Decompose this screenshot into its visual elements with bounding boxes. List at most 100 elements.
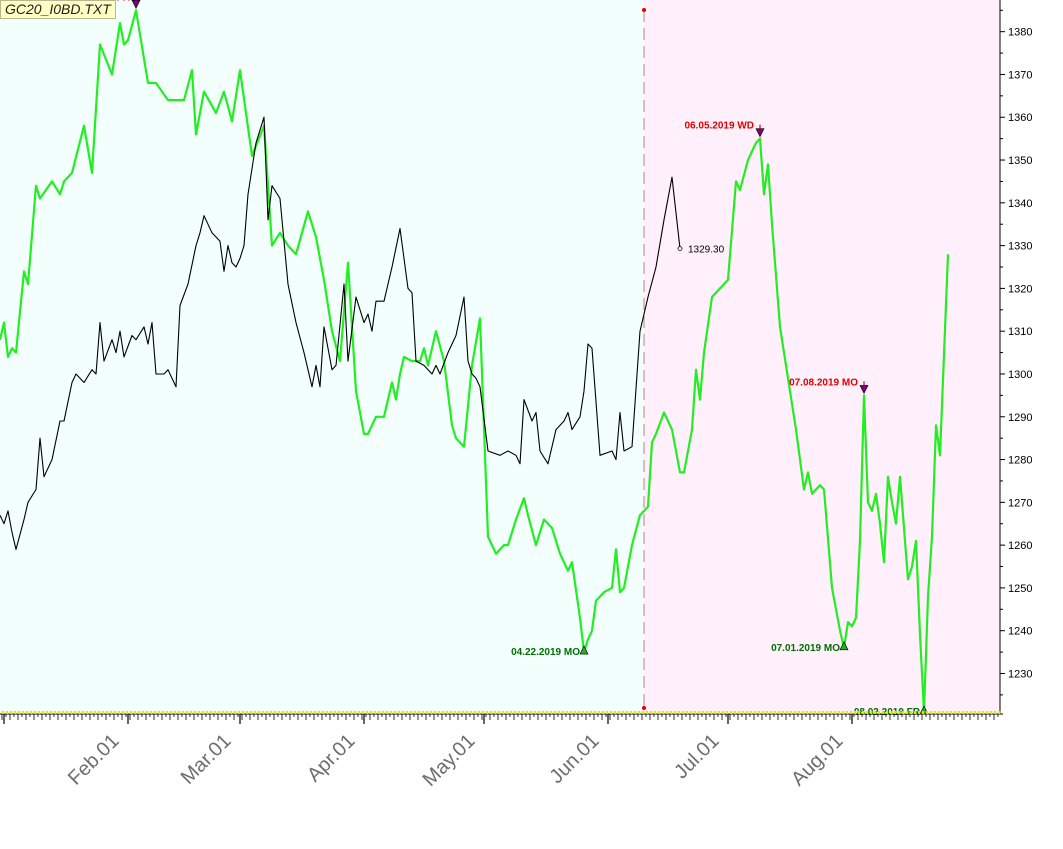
x-axis-band-tick [938,711,941,714]
x-axis-band-tick [242,711,245,714]
x-axis-band-tick [386,711,389,714]
peak-marker [131,0,141,9]
x-axis-band-tick [882,711,885,714]
x-axis-band-tick [858,711,861,714]
x-axis-band-tick [250,711,253,714]
x-axis-band-tick [798,711,801,714]
y-tick-label: 1320 [1008,283,1032,295]
x-axis-band-tick [818,711,821,714]
trough-marker [579,645,589,655]
x-axis-band-tick [446,711,449,714]
x-axis-band-tick [342,711,345,714]
x-axis-band-tick [370,711,373,714]
x-axis-band-tick [290,711,293,714]
x-axis-band-tick [498,711,501,714]
x-axis-band-tick [482,711,485,714]
x-axis-band-tick [806,711,809,714]
x-axis-band-tick [138,711,141,714]
x-axis-band-tick [534,711,537,714]
y-tick-label: 1270 [1008,497,1032,509]
x-axis-band-tick [310,711,313,714]
x-axis-band-tick [298,711,301,714]
x-axis-band-tick [618,711,621,714]
x-axis-band-tick [598,711,601,714]
x-axis-band-tick [246,711,249,714]
x-axis-band-tick [794,711,797,714]
x-axis-band-tick [318,711,321,714]
x-axis-band-tick [418,711,421,714]
x-axis-band-tick [638,711,641,714]
x-axis-band-tick [914,711,917,714]
x-axis-band-tick [530,711,533,714]
x-axis-band-tick [470,711,473,714]
x-axis-band-tick [330,711,333,714]
x-axis-band-tick [490,711,493,714]
x-axis-band-tick [394,711,397,714]
x-axis-band-tick [274,711,277,714]
x-axis-band-tick [814,711,817,714]
peak-marker [859,385,869,395]
x-axis-band-tick [62,711,65,714]
x-axis-band-tick [546,711,549,714]
x-axis-band-tick [438,711,441,714]
x-axis-band-tick [902,711,905,714]
x-axis-band-tick [42,711,45,714]
x-axis-band-tick [674,711,677,714]
x-axis-band-tick [594,711,597,714]
x-axis-band-tick [758,711,761,714]
x-axis-band-tick [234,711,237,714]
x-axis-band-tick [146,711,149,714]
x-axis-band-tick [474,711,477,714]
y-tick-label: 1340 [1008,198,1032,210]
y-tick-label: 1360 [1008,112,1032,124]
x-axis-band-tick [810,711,813,714]
x-axis-band-tick [254,711,257,714]
y-tick-label: 1350 [1008,155,1032,167]
x-axis-band-tick [118,711,121,714]
x-axis-band-tick [178,711,181,714]
x-tick-label: Jul.01 [670,730,723,783]
x-axis-band-tick [18,711,21,714]
x-axis-band-tick [78,711,81,714]
x-axis-band-tick [942,711,945,714]
x-axis-band-tick [934,711,937,714]
x-axis-band-tick [262,711,265,714]
x-axis-band-tick [422,711,425,714]
x-axis-band-tick [494,711,497,714]
x-axis-band-tick [842,711,845,714]
y-tick-label: 1260 [1008,540,1032,552]
x-axis-band-tick [746,711,749,714]
x-axis-band-tick [22,711,25,714]
x-axis-band-tick [930,711,933,714]
x-axis-band-tick [182,711,185,714]
forecast-divider-top-dot [642,8,646,12]
x-axis-band-tick [214,711,217,714]
x-axis-band-tick [358,711,361,714]
x-axis-band-tick [822,711,825,714]
x-axis-band-tick [610,711,613,714]
peak-label: 06.05.2019 WD [685,121,755,132]
x-axis-band-tick [206,711,209,714]
x-axis-band-tick [502,711,505,714]
x-axis-band-tick [10,711,13,714]
x-axis-band-tick [678,711,681,714]
x-axis-band-tick [198,711,201,714]
x-axis-band-tick [338,711,341,714]
x-axis-band-tick [390,711,393,714]
last-value-label: 1329.30 [688,245,725,256]
x-tick-label: Aug.01 [787,730,847,790]
x-axis-band-tick [518,711,521,714]
x-axis-band-tick [430,711,433,714]
x-axis-band-tick [582,711,585,714]
x-axis-band-tick [450,711,453,714]
x-axis-band-tick [850,711,853,714]
x-axis-band-tick [994,711,997,714]
x-axis-band-tick [98,711,101,714]
x-axis-band-tick [374,711,377,714]
x-axis-band-tick [70,711,73,714]
x-axis-band-tick [110,711,113,714]
x-axis-band-tick [222,711,225,714]
x-axis-band-tick [738,711,741,714]
x-axis-band-tick [126,711,129,714]
x-axis-band-tick [506,711,509,714]
